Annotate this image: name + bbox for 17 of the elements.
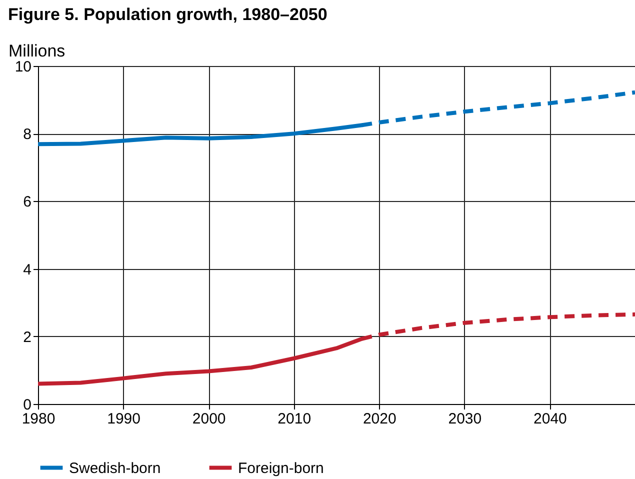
y-tick-label: 2 [23,328,32,346]
y-tick-label: 8 [23,126,32,144]
y-axis-title: Millions [8,42,66,60]
x-tick-label: 2010 [278,410,312,428]
x-tick-label: 2020 [362,410,396,428]
y-tick-label: 4 [23,261,32,278]
legend-label: Foreign-born [238,460,324,477]
x-tick-label: 2000 [192,410,226,428]
y-tick-label: 10 [14,58,32,76]
x-tick-label: 2040 [534,410,567,428]
chart-title: Figure 5. Population growth, 1980–2050 [8,5,328,24]
y-tick-label: 0 [23,396,32,414]
x-tick-label: 2030 [448,410,482,428]
x-tick-label: 1990 [107,410,140,428]
legend-label: Swedish-born [69,460,161,477]
y-tick-label: 6 [23,194,32,211]
x-tick-label: 1980 [22,410,56,428]
